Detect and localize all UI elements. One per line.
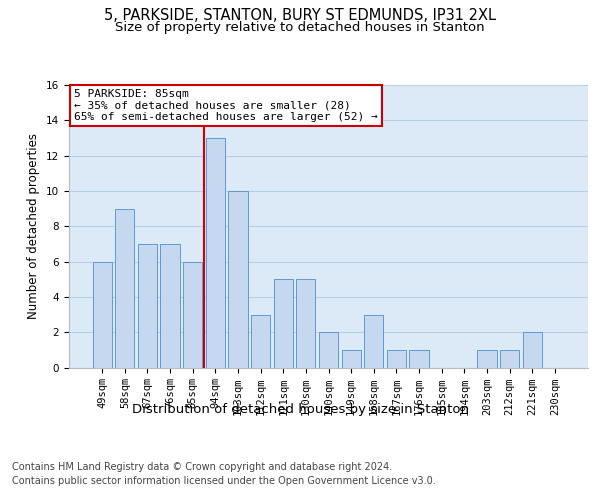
Text: Contains public sector information licensed under the Open Government Licence v3: Contains public sector information licen…: [12, 476, 436, 486]
Bar: [523, 332, 542, 368]
Bar: [251, 314, 270, 368]
Bar: [206, 138, 225, 368]
Bar: [387, 350, 406, 368]
Bar: [115, 208, 134, 368]
Bar: [229, 191, 248, 368]
Text: 5, PARKSIDE, STANTON, BURY ST EDMUNDS, IP31 2XL: 5, PARKSIDE, STANTON, BURY ST EDMUNDS, I…: [104, 8, 496, 22]
Bar: [138, 244, 157, 368]
Text: Contains HM Land Registry data © Crown copyright and database right 2024.: Contains HM Land Registry data © Crown c…: [12, 462, 392, 472]
Bar: [500, 350, 519, 368]
Text: 5 PARKSIDE: 85sqm
← 35% of detached houses are smaller (28)
65% of semi-detached: 5 PARKSIDE: 85sqm ← 35% of detached hous…: [74, 89, 378, 122]
Text: Size of property relative to detached houses in Stanton: Size of property relative to detached ho…: [115, 21, 485, 34]
Bar: [409, 350, 428, 368]
Bar: [274, 279, 293, 368]
Bar: [319, 332, 338, 368]
Bar: [183, 262, 202, 368]
Text: Distribution of detached houses by size in Stanton: Distribution of detached houses by size …: [131, 402, 469, 415]
Bar: [296, 279, 316, 368]
Bar: [364, 314, 383, 368]
Y-axis label: Number of detached properties: Number of detached properties: [28, 133, 40, 320]
Bar: [92, 262, 112, 368]
Bar: [341, 350, 361, 368]
Bar: [477, 350, 497, 368]
Bar: [160, 244, 180, 368]
